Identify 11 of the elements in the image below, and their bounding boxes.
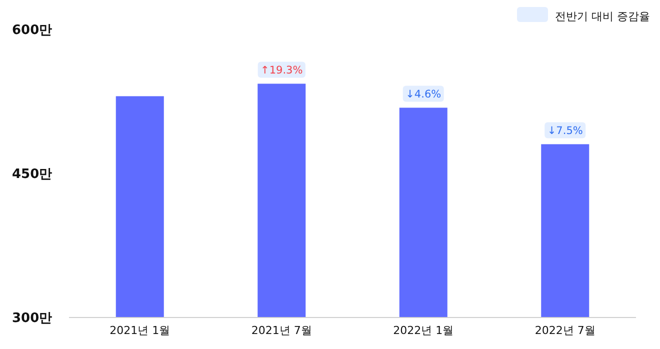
x-tick-label: 2022년 7월: [534, 324, 596, 337]
legend-title: 전반기 대비 증감율: [555, 10, 650, 23]
annotation: ↑19.3%: [260, 64, 303, 77]
x-tick-label: 2021년 7월: [251, 324, 312, 337]
y-tick-label: 450만: [12, 167, 52, 182]
y-tick-label: 300만: [12, 311, 52, 326]
y-tick-label: 600만: [12, 23, 52, 38]
annotation: ↓7.5%: [547, 125, 583, 138]
x-tick-label: 2022년 1월: [393, 324, 454, 337]
x-tick-label: 2021년 1월: [110, 324, 170, 337]
annotation: ↓4.6%: [406, 88, 442, 101]
